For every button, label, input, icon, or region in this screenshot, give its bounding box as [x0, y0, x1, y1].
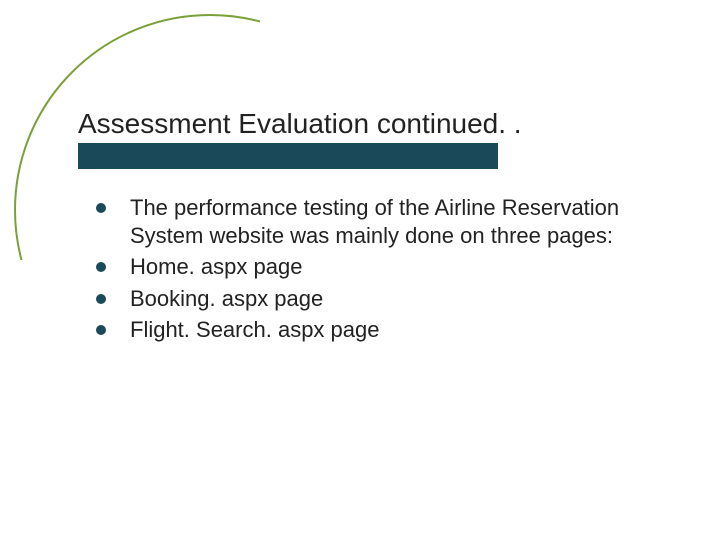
bullet-icon [96, 203, 106, 213]
bullet-text: Flight. Search. aspx page [130, 316, 379, 344]
bullet-text: The performance testing of the Airline R… [130, 194, 656, 249]
bullet-icon [96, 325, 106, 335]
bullet-text: Home. aspx page [130, 253, 302, 281]
bullet-text: Booking. aspx page [130, 285, 323, 313]
slide: Assessment Evaluation continued. . The p… [0, 0, 720, 540]
slide-title: Assessment Evaluation continued. . [78, 108, 658, 140]
list-item: The performance testing of the Airline R… [96, 194, 656, 249]
list-item: Booking. aspx page [96, 285, 656, 313]
bullet-icon [96, 262, 106, 272]
list-item: Flight. Search. aspx page [96, 316, 656, 344]
title-underline [78, 143, 498, 169]
list-item: Home. aspx page [96, 253, 656, 281]
bullet-list: The performance testing of the Airline R… [96, 194, 656, 348]
title-block: Assessment Evaluation continued. . [78, 108, 658, 140]
bullet-icon [96, 294, 106, 304]
